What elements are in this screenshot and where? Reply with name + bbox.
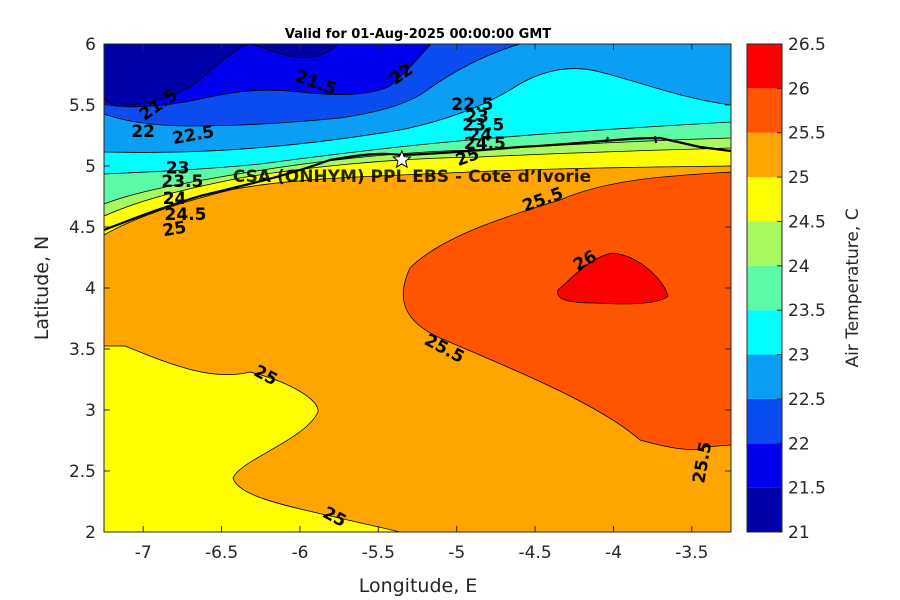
colorbar-tick-label: 22.5: [788, 390, 826, 410]
colorbar-tick-label: 21.5: [788, 479, 826, 499]
x-tick-label: -4.5: [518, 543, 551, 563]
x-tick-label: -5: [448, 543, 465, 563]
x-tick-label: -6: [291, 543, 308, 563]
colorbar-band: [747, 354, 782, 399]
contour-label: 23.5: [462, 116, 504, 136]
contour-label: 23: [166, 158, 190, 178]
y-tick-label: 2: [85, 523, 96, 543]
colorbar-tick-label: 22: [788, 434, 810, 454]
region-26-plus: [557, 252, 669, 305]
y-tick-label: 2.5: [69, 462, 96, 482]
contour-label: 25: [161, 218, 188, 242]
x-tick-label: -7: [135, 543, 152, 563]
colorbar-tick-label: 26: [788, 79, 810, 99]
coastline-spur: [605, 135, 657, 144]
colorbar-tick-label: 24: [788, 257, 810, 277]
colorbar-band: [747, 265, 782, 311]
colorbar-band: [747, 221, 782, 266]
site-marker: CSA (ONHYM) PPL EBS - Cote d’Ivorie: [233, 149, 591, 187]
contour-label: 24.5: [165, 205, 207, 225]
y-tick-label: 4: [85, 279, 96, 299]
colorbar: 21 21.5 22 22.5 23 23.5 24 24.5 25 25.5 26 26.5: [746, 35, 826, 543]
colorbar-band: [747, 88, 782, 133]
colorbar-label: Air Temperature, C: [843, 208, 863, 367]
contour-label: 22: [131, 122, 155, 142]
region-25.5-26-east: [402, 171, 731, 451]
colorbar-band: [747, 177, 782, 222]
colorbar-tick-label: 21: [788, 523, 810, 543]
coastline: [104, 136, 731, 232]
colorbar-band: [747, 487, 782, 532]
site-star-icon: [392, 149, 412, 169]
colorbar-tick-label: 23.5: [788, 301, 826, 321]
contour-label: 24.5: [464, 134, 506, 154]
colorbar-band: [747, 132, 782, 178]
y-tick-label: 5.5: [69, 96, 96, 116]
colorbar-tick-label: 24.5: [788, 212, 826, 232]
x-tick-label: -3.5: [675, 543, 708, 563]
colorbar-band: [747, 398, 782, 444]
x-tick-label: -5.5: [362, 543, 395, 563]
colorbar-tick-label: 25: [788, 168, 810, 188]
region-21-21.5: [104, 44, 339, 107]
y-tick-label: 3.5: [69, 340, 96, 360]
chart-title: Valid for 01-Aug-2025 00:00:00 GMT: [285, 27, 551, 42]
colorbar-band: [747, 310, 782, 355]
x-axis-label: Longitude, E: [359, 575, 478, 597]
y-tick-label: 3: [85, 401, 96, 421]
x-tick-label: -4: [605, 543, 622, 563]
colorbar-tick-label: 23: [788, 346, 810, 366]
y-axis-label: Latitude, N: [31, 236, 53, 341]
colorbar-tick-label: 26.5: [788, 35, 826, 55]
colorbar-tick-label: 25.5: [788, 124, 826, 144]
y-tick-label: 6: [85, 35, 96, 55]
contour-label: 24: [468, 126, 492, 146]
y-tick-label: 4.5: [69, 218, 96, 238]
y-axis: 22.533.544.555.56: [69, 35, 731, 543]
contour-label: 22.5: [451, 95, 493, 115]
colorbar-frame: [746, 43, 783, 533]
site-label: CSA (ONHYM) PPL EBS - Cote d’Ivorie: [233, 167, 591, 187]
contour-label: 24: [163, 189, 187, 209]
region-24.5-25-west: [104, 345, 401, 532]
colorbar-band: [747, 44, 782, 89]
x-tick-label: -6.5: [205, 543, 238, 563]
y-tick-label: 5: [85, 157, 96, 177]
contour-label: 23.5: [161, 172, 203, 192]
plot-area: [104, 44, 731, 532]
x-axis: -7 -6.5 -6 -5.5 -5 -4.5 -4 -3.5: [135, 44, 708, 563]
colorbar-band: [747, 443, 782, 488]
contour-label: 23: [465, 107, 489, 127]
